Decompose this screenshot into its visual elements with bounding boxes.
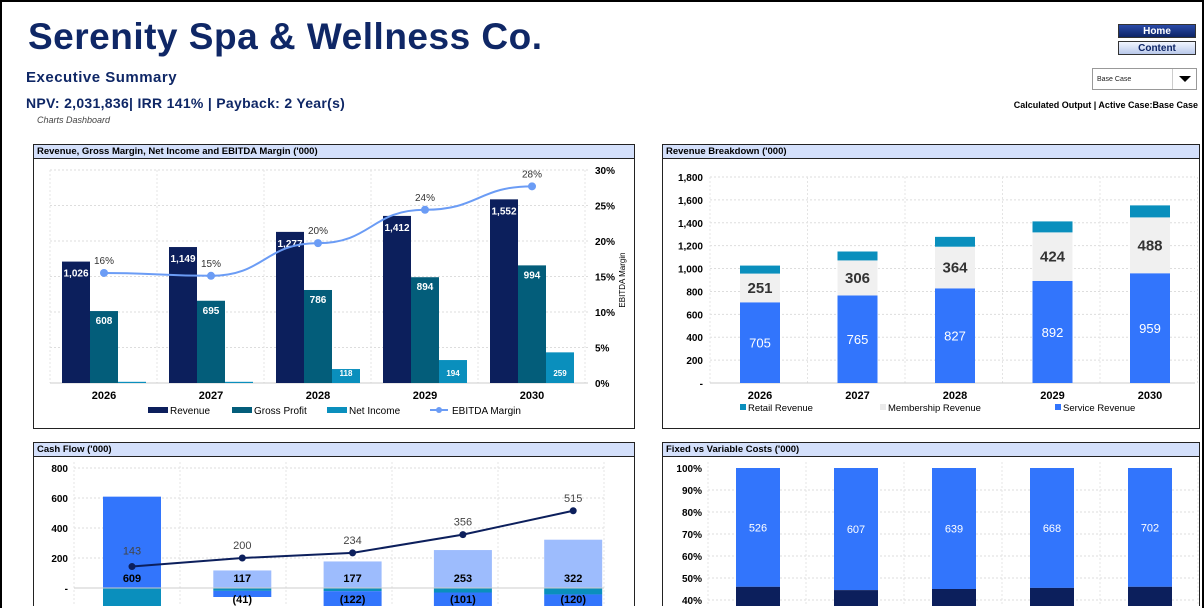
company-title: Serenity Spa & Wellness Co. [28,16,543,57]
content-button[interactable]: Content [1118,41,1196,55]
panel-title: Revenue Breakdown ('000) [663,145,1199,159]
dropdown-arrow-icon[interactable] [1172,69,1196,89]
revenue-breakdown-panel: Revenue Breakdown ('000) [662,144,1200,429]
case-select-value: Base Case [1097,76,1132,83]
case-select[interactable]: Base Case [1092,68,1197,90]
panel-title: Cash Flow ('000) [34,443,634,457]
revenue-chart-panel: Revenue, Gross Margin, Net Income and EB… [33,144,635,429]
dashboard-label: Charts Dashboard [37,115,111,125]
cash-flow-panel: Cash Flow ('000) [33,442,635,606]
panel-title: Fixed vs Variable Costs ('000) [663,443,1199,457]
status-text: Calculated Output | Active Case:Base Cas… [1013,100,1198,110]
page-subtitle: Executive Summary [26,69,178,86]
home-button[interactable]: Home [1118,24,1196,38]
kpi-summary: NPV: 2,031,836| IRR 141% | Payback: 2 Ye… [26,95,346,111]
panel-title: Revenue, Gross Margin, Net Income and EB… [34,145,634,159]
fixed-variable-panel: Fixed vs Variable Costs ('000) [662,442,1200,606]
